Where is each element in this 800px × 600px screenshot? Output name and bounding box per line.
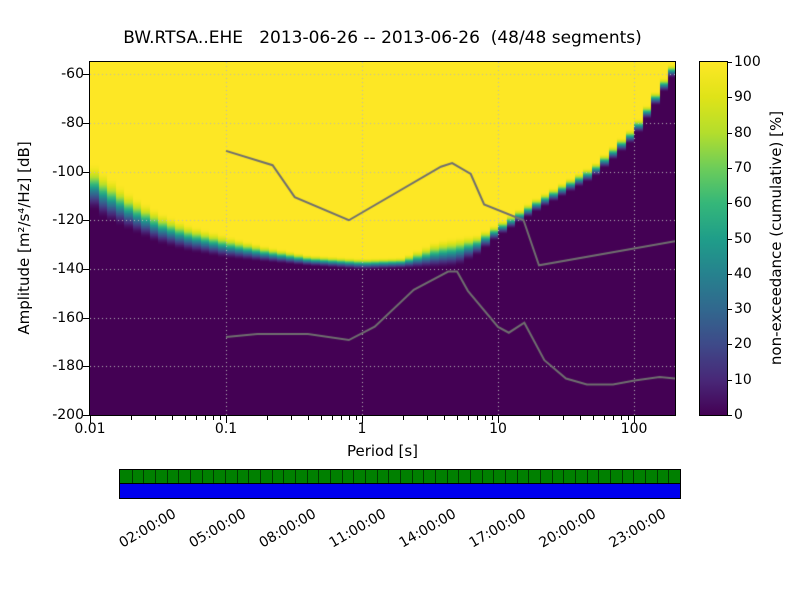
y-tick-label: -120 (52, 212, 84, 229)
y-tick-label: -160 (52, 309, 84, 326)
y-tick-label: -200 (52, 407, 84, 423)
x-tick-label: 10 (489, 421, 507, 437)
coverage-segment-tick (598, 470, 600, 483)
x-tick-label: 0.01 (74, 421, 106, 437)
coverage-segment-tick (166, 470, 168, 483)
coverage-segment-tick (493, 470, 495, 483)
coverage-segment-tick (575, 470, 576, 483)
coverage-segment-tick (295, 470, 296, 483)
coverage-segment-tick (411, 470, 413, 483)
coverage-segment-tick (225, 470, 226, 483)
coverage-segment-tick (155, 470, 156, 483)
x-axis-label: Period [s] (346, 442, 419, 460)
colorbar-tick-label: 60 (734, 195, 752, 212)
colorbar-tick-label: 80 (734, 124, 752, 141)
colorbar-tick-label: 20 (734, 336, 752, 353)
coverage-bar (119, 469, 681, 499)
coverage-segment-tick (190, 470, 191, 483)
y-axis-label: Amplitude [m²/s⁴/Hz] [dB] (15, 141, 33, 335)
coverage-segment-tick (621, 470, 623, 483)
coverage-segment-tick (516, 470, 518, 483)
coverage-segment-tick (260, 470, 261, 483)
colorbar-gradient (700, 62, 727, 415)
colorbar-tick-label: 10 (734, 371, 752, 388)
colorbar-tick-label: 30 (734, 301, 752, 318)
coverage-segment-tick (201, 470, 203, 483)
coverage-segment-tick (423, 470, 425, 483)
coverage-segment-tick (563, 470, 565, 483)
coverage-segment-tick (481, 470, 483, 483)
coverage-segment-tick (318, 470, 320, 483)
coverage-segment-tick (458, 470, 460, 483)
colorbar-tick-label: 90 (734, 89, 752, 106)
plot-area (89, 61, 676, 416)
colorbar (699, 61, 728, 416)
coverage-segment-tick (143, 470, 145, 483)
coverage-segment-tick (131, 470, 133, 483)
coverage-segment-tick (551, 470, 553, 483)
coverage-segment-tick (656, 470, 658, 483)
colorbar-tick-label: 40 (734, 265, 752, 282)
coverage-segment-tick (236, 470, 238, 483)
coverage-segment-tick (365, 470, 366, 483)
x-tick-label: 1 (357, 421, 367, 437)
coverage-segment-tick (470, 470, 471, 483)
coverage-segment-tick (528, 470, 530, 483)
colorbar-tick-label: 0 (734, 407, 743, 423)
coverage-segment-tick (400, 470, 401, 483)
plot-title: BW.RTSA..EHE 2013-06-26 -- 2013-06-26 (4… (123, 28, 642, 48)
coverage-segment-tick (353, 470, 355, 483)
y-tick-label: -140 (52, 260, 84, 277)
coverage-segment-tick (330, 470, 331, 483)
coverage-segment-tick (283, 470, 285, 483)
coverage-processed-strip (120, 470, 680, 484)
coverage-segment-tick (341, 470, 343, 483)
ppsd-heatmap-canvas (90, 62, 675, 415)
coverage-segment-tick (610, 470, 611, 483)
colorbar-label: non-exceedance (cumulative) [%] (767, 110, 785, 366)
colorbar-tick-label: 100 (734, 54, 761, 70)
y-tick-label: -100 (52, 163, 84, 180)
coverage-segment-tick (586, 470, 588, 483)
coverage-segment-tick (505, 470, 506, 483)
coverage-segment-tick (633, 470, 635, 483)
coverage-segment-tick (388, 470, 390, 483)
coverage-data-strip (120, 484, 680, 498)
coverage-segment-tick (540, 470, 541, 483)
coverage-segment-tick (306, 470, 308, 483)
coverage-segment-tick (668, 470, 670, 483)
coverage-segment-tick (271, 470, 273, 483)
coverage-segment-tick (376, 470, 378, 483)
coverage-segment-tick (248, 470, 250, 483)
coverage-segment-tick (446, 470, 448, 483)
x-tick-label: 100 (620, 421, 648, 437)
x-tick-label: 0.1 (214, 421, 238, 437)
y-tick-label: -60 (61, 66, 84, 83)
coverage-segment-tick (645, 470, 646, 483)
y-tick-label: -80 (61, 114, 84, 131)
colorbar-tick-label: 50 (734, 230, 752, 247)
colorbar-tick-label: 70 (734, 159, 752, 176)
coverage-segment-tick (213, 470, 215, 483)
y-tick-label: -180 (52, 358, 84, 375)
coverage-segment-tick (178, 470, 180, 483)
coverage-segment-tick (435, 470, 436, 483)
